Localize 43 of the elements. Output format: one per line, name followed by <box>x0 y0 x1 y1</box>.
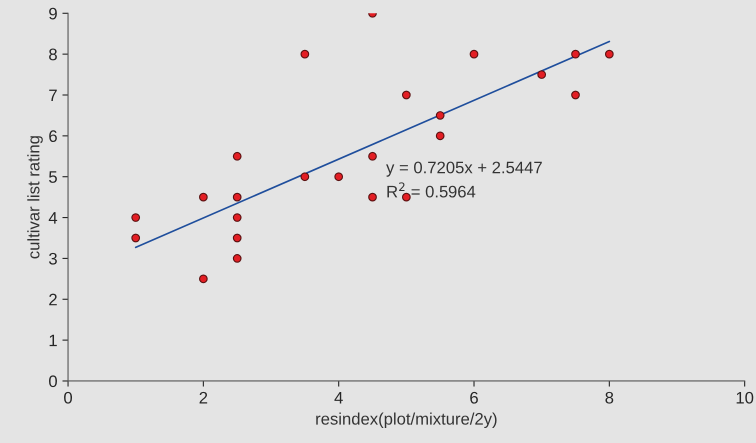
point <box>131 213 140 222</box>
x-axis-title: resindex(plot/mixture/2y) <box>316 412 497 428</box>
point <box>232 152 242 161</box>
point <box>131 234 140 242</box>
y-tick-label: 1 <box>50 334 57 346</box>
point <box>402 90 411 100</box>
point <box>368 152 377 161</box>
x-tick-label: 0 <box>64 392 72 404</box>
point <box>232 213 242 222</box>
y-tick-label: 7 <box>49 90 57 102</box>
point <box>571 90 580 100</box>
point <box>436 111 445 120</box>
annotation: y = 0.7205x + 2.5447 <box>386 162 542 177</box>
point <box>436 131 445 140</box>
point <box>470 50 478 59</box>
x-tick-label: 8 <box>605 392 614 404</box>
annotation: R$^{2}$ = 0.5964 <box>387 182 476 198</box>
point <box>537 70 546 79</box>
point <box>232 234 242 242</box>
y-tick-label: 5 <box>49 171 57 183</box>
point <box>300 50 310 59</box>
point <box>199 274 208 284</box>
x-tick-label: 10 <box>736 392 754 404</box>
point <box>334 172 344 182</box>
y-tick-label: 6 <box>49 130 57 142</box>
point <box>199 192 208 202</box>
point <box>571 50 580 59</box>
y-axis-title: cultivar list rating <box>27 136 43 258</box>
point <box>604 50 614 59</box>
point <box>402 192 411 202</box>
x-tick-label: 6 <box>470 392 478 404</box>
point <box>232 254 242 263</box>
y-tick-label: 3 <box>48 252 57 265</box>
point <box>368 192 377 202</box>
y-tick-label: 2 <box>49 294 57 306</box>
y-tick-label: 4 <box>48 212 58 224</box>
y-tick-label: 8 <box>49 48 57 60</box>
x-tick-label: 2 <box>200 392 208 404</box>
x-tick-label: 4 <box>334 392 343 404</box>
y-tick-label: 9 <box>49 8 57 20</box>
y-tick-label: 0 <box>49 375 57 388</box>
point <box>300 172 310 182</box>
point <box>232 192 242 202</box>
